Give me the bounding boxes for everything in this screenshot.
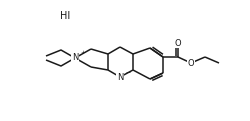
Text: N: N xyxy=(72,53,78,63)
Text: −: − xyxy=(126,69,130,75)
Text: +: + xyxy=(80,50,86,56)
Text: HI: HI xyxy=(60,11,70,21)
Text: O: O xyxy=(188,58,194,68)
Text: N: N xyxy=(117,72,123,82)
Text: O: O xyxy=(175,38,181,48)
